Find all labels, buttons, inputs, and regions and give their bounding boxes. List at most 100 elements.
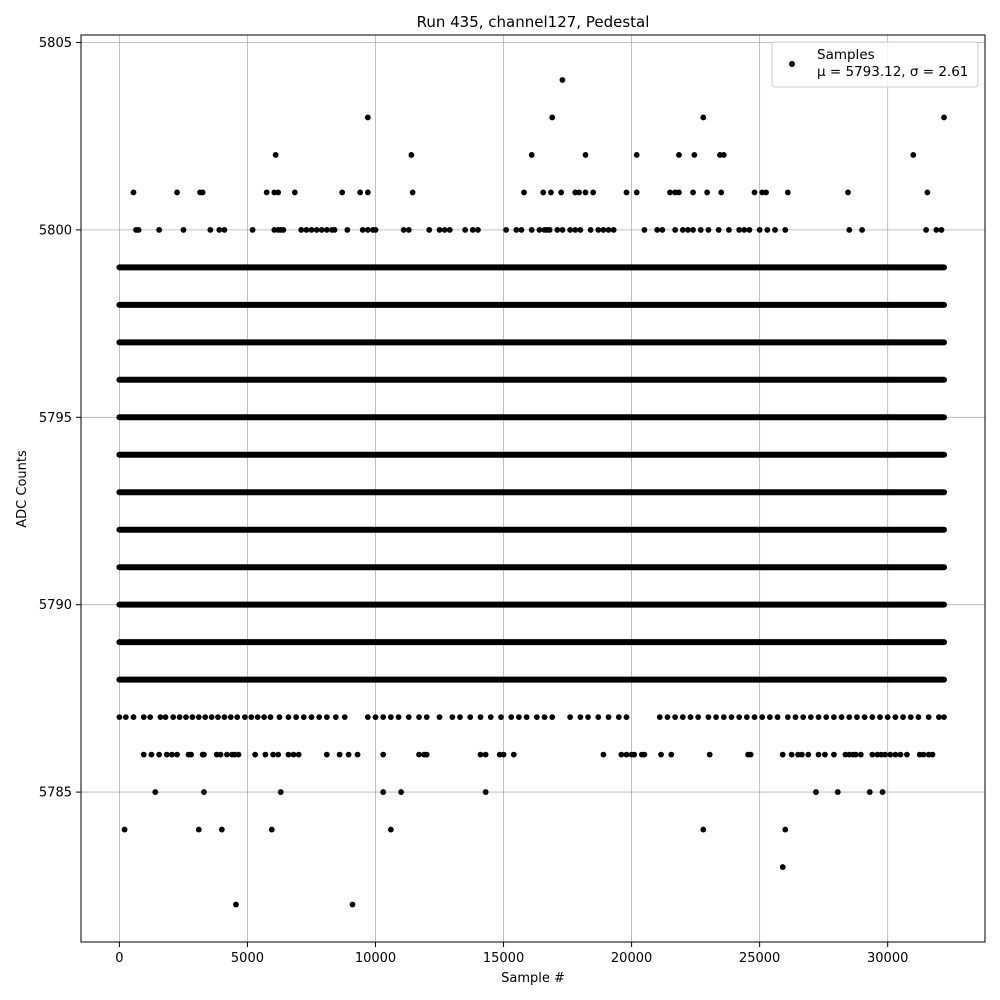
sample-point	[174, 751, 180, 758]
sample-point	[518, 226, 525, 233]
sample-point	[201, 751, 207, 758]
sample-point	[920, 751, 927, 758]
sample-point	[577, 226, 584, 233]
y-tick-label: 5790	[39, 598, 72, 613]
sample-point	[610, 226, 617, 233]
sample-point	[498, 714, 504, 721]
sample-point	[285, 714, 292, 721]
sample-point	[600, 226, 607, 233]
sample-point	[618, 751, 625, 758]
sample-point	[263, 189, 270, 196]
sample-point	[135, 226, 142, 233]
sample-point	[751, 714, 758, 721]
sample-point	[705, 226, 712, 233]
sample-point	[503, 226, 510, 233]
sample-point	[866, 789, 873, 795]
sample-point	[254, 714, 261, 721]
sample-point	[272, 152, 279, 158]
sample-point	[446, 226, 453, 233]
sample-point	[290, 751, 297, 758]
sample-point	[349, 901, 356, 908]
sample-point	[800, 714, 807, 721]
sample-point	[751, 189, 758, 196]
sample-point	[533, 714, 540, 721]
sample-point	[277, 789, 284, 795]
sample-point	[313, 226, 320, 233]
sample-point	[631, 751, 638, 758]
x-tick-label: 25000	[739, 951, 780, 966]
sample-point	[554, 226, 561, 233]
sample-point	[513, 226, 520, 233]
sample-point	[595, 714, 602, 721]
sample-point	[176, 714, 183, 721]
sample-point	[436, 226, 443, 233]
sample-point	[676, 152, 682, 158]
x-axis-label: Sample #	[501, 971, 565, 986]
sample-point	[140, 751, 147, 758]
sample-point	[831, 751, 837, 758]
sample-point	[467, 714, 474, 721]
sample-point	[218, 826, 225, 833]
sample-point	[469, 226, 476, 233]
sample-point	[788, 751, 795, 758]
sample-point	[217, 751, 224, 758]
plot-frame	[80, 34, 986, 943]
sample-point	[344, 226, 351, 233]
sample-point	[508, 714, 515, 721]
x-tick-label: 0	[115, 951, 123, 966]
legend-series-name: Samples	[817, 47, 875, 63]
sample-point	[303, 226, 310, 233]
sample-point	[477, 714, 484, 721]
sample-point	[756, 226, 763, 233]
sample-point	[261, 714, 268, 721]
sample-point	[590, 189, 597, 196]
sample-point	[426, 226, 433, 233]
sample-point	[339, 189, 346, 196]
sample-point	[887, 751, 894, 758]
x-tick-label: 15000	[483, 951, 524, 966]
legend-stats-label: μ = 5793.12, σ = 2.61	[817, 64, 968, 80]
sample-point	[766, 714, 773, 721]
sample-point	[764, 226, 771, 233]
sample-point	[409, 189, 416, 196]
y-axis-ticks: 5785 5790 5795 5800 5805	[39, 36, 81, 801]
sample-point	[679, 226, 686, 233]
sample-point	[293, 714, 300, 721]
sample-point	[336, 751, 343, 758]
sample-point	[784, 714, 791, 721]
sample-point	[910, 152, 917, 158]
sample-point	[295, 751, 302, 758]
sample-point	[605, 226, 612, 233]
sample-point	[372, 714, 379, 721]
sample-point	[436, 714, 443, 721]
sample-point	[323, 714, 330, 721]
sample-point	[658, 751, 664, 758]
sample-point	[300, 714, 307, 721]
sample-point	[705, 714, 712, 721]
sample-point	[718, 189, 725, 196]
sample-point	[805, 751, 812, 758]
sample-point	[215, 714, 221, 721]
sample-point	[308, 226, 315, 233]
sample-point	[567, 226, 574, 233]
sample-point	[482, 789, 489, 795]
sample-point	[341, 714, 348, 721]
sample-point	[615, 714, 622, 721]
sample-point	[183, 714, 189, 721]
sample-point	[275, 189, 282, 196]
sample-point	[122, 714, 129, 721]
sample-point	[941, 714, 947, 721]
sample-point	[163, 751, 170, 758]
sample-point	[416, 714, 422, 721]
sample-point	[633, 152, 640, 158]
sample-point	[784, 189, 791, 196]
sample-point	[224, 751, 230, 758]
sample-point	[130, 189, 137, 196]
sample-point	[323, 751, 330, 758]
sample-point	[462, 226, 469, 233]
sample-point	[221, 714, 228, 721]
legend-box	[771, 41, 979, 88]
sample-point	[884, 714, 891, 721]
sample-point	[364, 226, 371, 233]
